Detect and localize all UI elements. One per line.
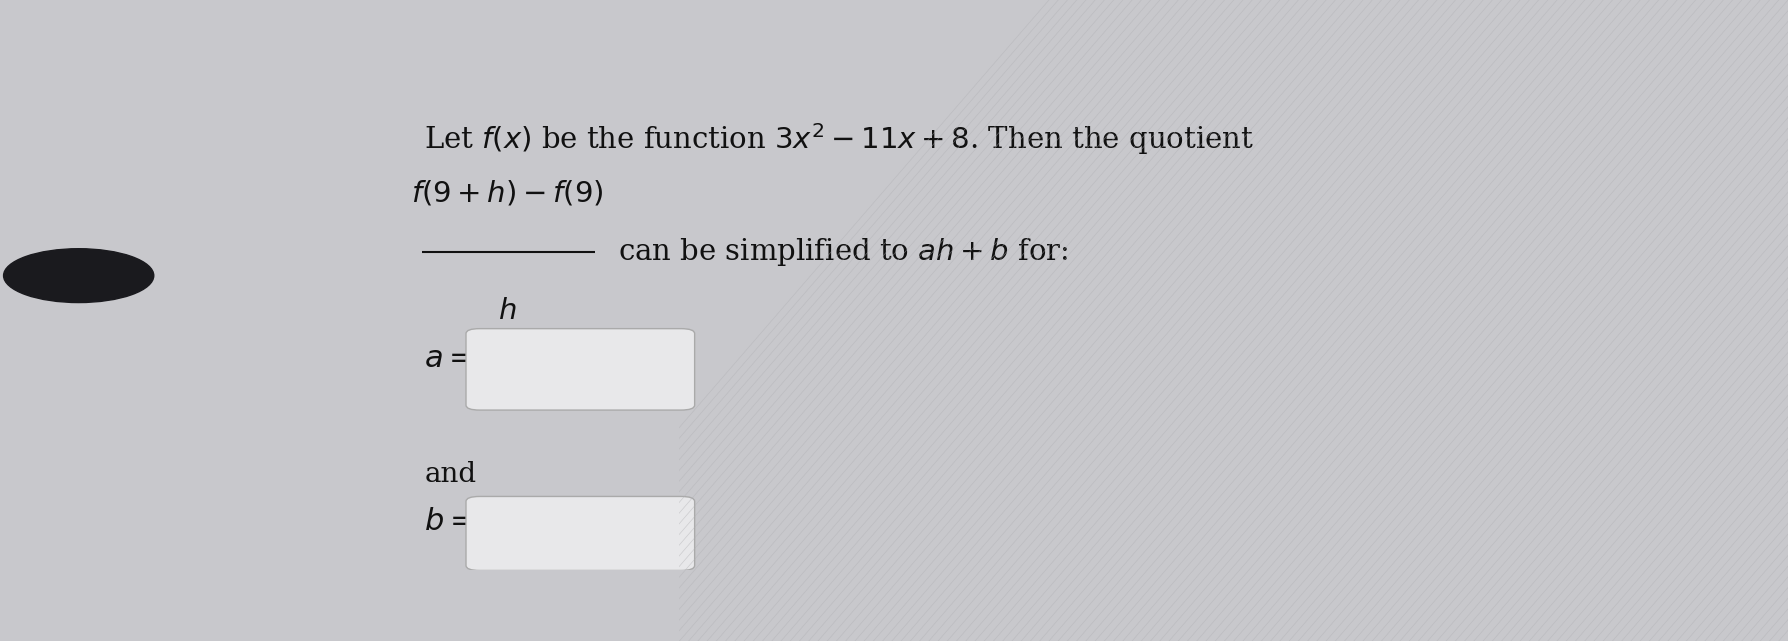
Text: 1: 1	[70, 263, 88, 288]
Text: $h$: $h$	[499, 297, 517, 324]
Text: $a =$: $a =$	[424, 343, 474, 374]
FancyBboxPatch shape	[467, 496, 694, 570]
Text: Let $f(x)$ be the function $3x^2 - 11x + 8$. Then the quotient: Let $f(x)$ be the function $3x^2 - 11x +…	[424, 121, 1253, 157]
Text: and: and	[424, 461, 477, 488]
Text: $f(9+h) - f(9)$: $f(9+h) - f(9)$	[411, 179, 604, 208]
Text: can be simplified to $ah + b$ for:: can be simplified to $ah + b$ for:	[619, 236, 1069, 268]
Text: $b =$: $b =$	[424, 506, 474, 537]
FancyBboxPatch shape	[467, 329, 694, 410]
